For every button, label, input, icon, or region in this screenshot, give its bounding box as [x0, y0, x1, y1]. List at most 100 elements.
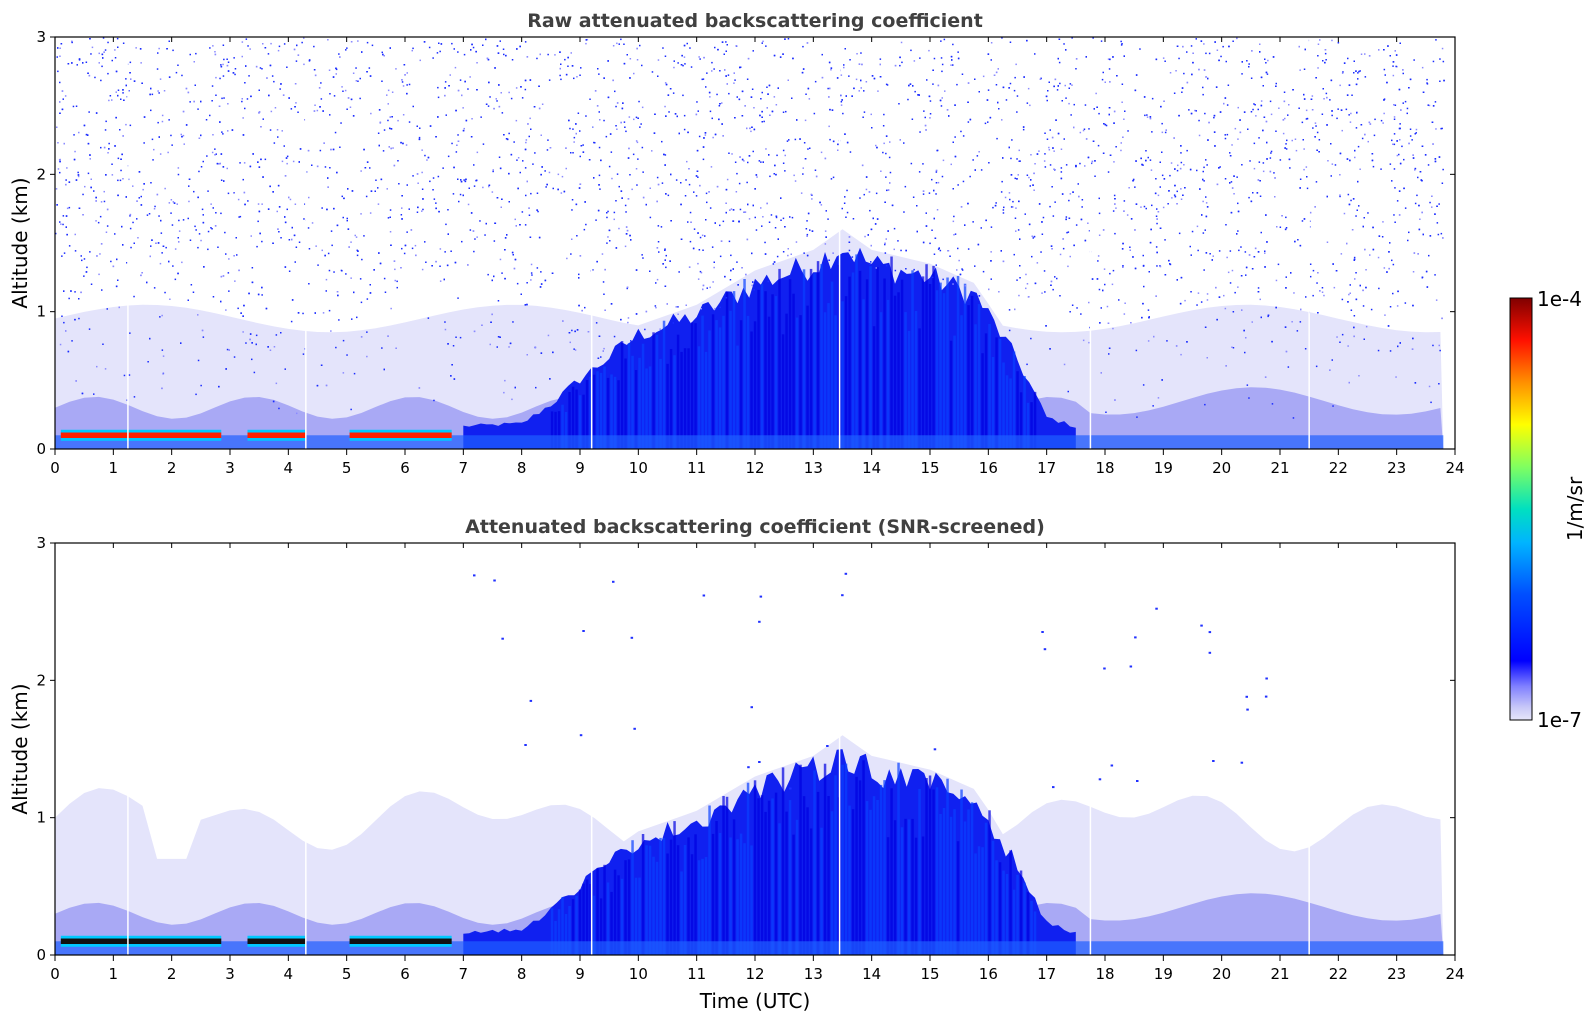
noise-pixel: [748, 218, 751, 220]
noise-pixel: [752, 50, 754, 52]
noise-pixel: [699, 58, 701, 60]
noise-pixel: [1009, 41, 1012, 43]
noise-pixel: [712, 281, 714, 283]
plume-streak: [652, 332, 655, 449]
noise-pixel: [339, 146, 341, 148]
noise-pixel: [912, 196, 915, 198]
noise-pixel: [417, 206, 419, 209]
noise-pixel: [1207, 77, 1209, 80]
noise-pixel: [1043, 270, 1046, 272]
noise-pixel: [427, 317, 430, 319]
noise-pixel: [1041, 292, 1043, 294]
noise-pixel: [1205, 196, 1207, 198]
plume-streak: [627, 343, 631, 449]
noise-pixel: [267, 208, 270, 210]
noise-pixel: [210, 203, 212, 205]
noise-pixel: [425, 261, 427, 263]
noise-pixel: [1079, 131, 1082, 134]
noise-pixel: [893, 227, 896, 230]
noise-pixel: [1122, 265, 1124, 267]
noise-pixel: [122, 244, 124, 246]
noise-pixel: [56, 204, 58, 206]
noise-pixel: [908, 84, 910, 87]
noise-pixel: [1160, 105, 1162, 108]
noise-pixel: [954, 155, 957, 158]
noise-pixel: [1265, 214, 1267, 216]
noise-pixel: [121, 225, 123, 228]
noise-pixel: [401, 218, 403, 220]
noise-pixel: [702, 146, 705, 148]
noise-pixel: [1202, 232, 1205, 234]
noise-pixel: [739, 156, 741, 158]
noise-pixel: [689, 240, 692, 243]
noise-pixel: [388, 146, 390, 148]
noise-pixel: [1419, 171, 1422, 173]
noise-pixel: [1272, 56, 1275, 58]
noise-pixel: [227, 130, 229, 132]
noise-pixel: [181, 261, 183, 264]
noise-pixel: [1184, 299, 1186, 302]
noise-pixel: [143, 116, 146, 118]
noise-pixel: [1436, 222, 1439, 224]
noise-pixel: [1331, 114, 1333, 117]
noise-pixel: [600, 356, 602, 358]
noise-pixel: [635, 168, 638, 170]
noise-pixel: [581, 309, 583, 312]
noise-pixel: [1421, 276, 1424, 279]
noise-pixel: [303, 218, 305, 220]
noise-pixel: [1314, 122, 1317, 124]
noise-pixel: [1329, 369, 1331, 371]
noise-pixel: [664, 105, 666, 108]
noise-pixel: [211, 85, 214, 87]
noise-pixel: [802, 45, 804, 48]
noise-pixel: [713, 261, 715, 263]
noise-pixel: [628, 116, 631, 118]
noise-pixel: [487, 58, 490, 61]
noise-pixel: [220, 153, 223, 155]
noise-pixel: [747, 766, 750, 769]
plume-streak: [568, 392, 571, 449]
noise-pixel: [316, 165, 319, 168]
noise-pixel: [676, 115, 678, 118]
noise-pixel: [1005, 99, 1008, 101]
noise-pixel: [751, 88, 754, 90]
noise-pixel: [1067, 231, 1070, 233]
noise-pixel: [1240, 761, 1244, 764]
noise-pixel: [1199, 188, 1201, 190]
noise-pixel: [884, 252, 887, 254]
noise-pixel: [577, 112, 580, 114]
noise-pixel: [1065, 216, 1068, 218]
noise-pixel: [843, 66, 845, 69]
noise-pixel: [680, 182, 682, 184]
noise-pixel: [1442, 237, 1444, 239]
noise-pixel: [924, 116, 926, 119]
noise-pixel: [554, 54, 556, 56]
noise-pixel: [334, 131, 337, 134]
noise-pixel: [1044, 166, 1047, 168]
noise-pixel: [1040, 251, 1042, 253]
noise-pixel: [828, 96, 830, 98]
noise-pixel: [1270, 113, 1273, 116]
noise-pixel: [143, 142, 145, 144]
noise-pixel: [1364, 133, 1366, 136]
noise-pixel: [702, 284, 705, 287]
noise-pixel: [439, 265, 441, 267]
plume-streak: [557, 411, 561, 449]
noise-pixel: [1230, 181, 1233, 183]
noise-pixel: [552, 187, 554, 190]
noise-pixel: [726, 178, 729, 181]
noise-pixel: [937, 84, 940, 87]
noise-pixel: [1030, 337, 1032, 340]
noise-pixel: [444, 328, 447, 331]
noise-pixel: [1428, 385, 1431, 388]
noise-pixel: [708, 191, 710, 193]
plume-streak: [676, 334, 680, 449]
noise-pixel: [226, 64, 229, 67]
noise-pixel: [1018, 149, 1020, 152]
noise-pixel: [57, 47, 59, 49]
plume-streak: [830, 811, 834, 955]
noise-pixel: [1226, 133, 1229, 136]
noise-pixel: [851, 256, 854, 258]
noise-pixel: [795, 241, 798, 243]
noise-pixel: [1053, 150, 1055, 152]
